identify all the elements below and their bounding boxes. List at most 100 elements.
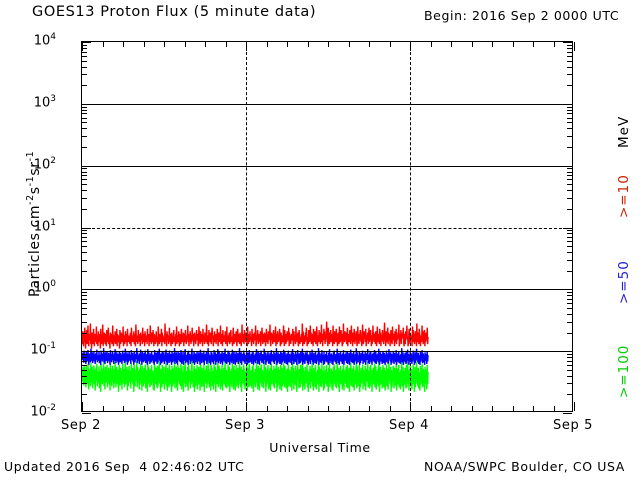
x-tick [410, 402, 411, 411]
y-tick [563, 413, 572, 414]
x-tick [430, 406, 432, 411]
x-tick [574, 42, 575, 51]
y-tick [567, 128, 572, 130]
y-tick [82, 357, 87, 359]
x-tick [82, 402, 83, 411]
y-tick [567, 109, 572, 111]
y-tick [82, 47, 87, 49]
x-tick [348, 42, 350, 47]
y-tick [82, 233, 87, 235]
x-tick [492, 406, 493, 411]
x-tick [328, 42, 329, 47]
y-tick [82, 168, 87, 170]
x-tick [266, 42, 268, 47]
y-tick [567, 60, 572, 62]
y-tick [567, 270, 572, 272]
x-tick [287, 42, 288, 47]
y-tick [82, 109, 87, 111]
y-tick [82, 295, 87, 297]
x-tick [492, 42, 493, 47]
legend-entry: >=100 [616, 344, 632, 398]
x-tick [553, 42, 555, 47]
x-tick [512, 42, 514, 47]
y-tick [82, 369, 87, 371]
x-tick [389, 406, 391, 411]
y-tick [567, 179, 572, 181]
x-tick [533, 406, 534, 411]
legend-entry: >=10 [616, 174, 632, 218]
x-tick-label: Sep 2 [61, 418, 101, 433]
y-tick [82, 237, 87, 239]
y-tick [567, 369, 572, 371]
y-tick [82, 103, 91, 105]
y-tick [567, 122, 572, 124]
y-tick [567, 233, 572, 235]
x-tick [143, 42, 145, 47]
y-tick [82, 383, 87, 385]
y-tick [567, 394, 572, 396]
y-tick [82, 122, 87, 124]
y-tick [82, 252, 87, 254]
y-tick [567, 55, 572, 57]
y-tick-label: 102 [33, 155, 56, 172]
x-tick [574, 402, 575, 411]
y-tick [82, 353, 87, 355]
y-tick [567, 303, 572, 305]
y-tick [82, 307, 87, 309]
y-tick-label: 10-1 [30, 341, 56, 358]
y-tick-label: 10-2 [30, 403, 56, 420]
y-tick [567, 295, 572, 297]
trace--50-mev [82, 348, 429, 365]
y-tick [82, 289, 91, 291]
y-tick [567, 51, 572, 53]
y-tick [567, 353, 572, 355]
trace--10-mev [82, 321, 429, 349]
y-tick [82, 332, 87, 334]
y-tick [567, 113, 572, 115]
y-tick [82, 74, 87, 76]
x-tick [225, 406, 227, 411]
y-tick [567, 208, 572, 210]
y-tick [82, 55, 87, 57]
y-tick [567, 246, 572, 248]
x-tick [184, 406, 186, 411]
credit-label: NOAA/SWPC Boulder, CO USA [424, 459, 625, 474]
x-tick [471, 42, 473, 47]
y-tick [82, 175, 87, 177]
y-tick [563, 165, 572, 167]
y-tick [82, 303, 87, 305]
x-tick [533, 42, 534, 47]
x-tick [369, 42, 370, 47]
x-tick [225, 42, 227, 47]
day-boundary-line [246, 42, 247, 411]
plot-inner [82, 42, 572, 411]
x-axis-label: Universal Time [269, 440, 371, 455]
y-tick [82, 241, 87, 243]
y-tick [567, 259, 572, 261]
y-tick [82, 128, 87, 130]
x-tick [451, 42, 452, 47]
y-tick [567, 184, 572, 186]
y-tick [82, 165, 91, 167]
y-tick [567, 307, 572, 309]
y-tick [567, 190, 572, 192]
x-tick [164, 42, 165, 47]
x-tick [307, 406, 309, 411]
x-tick [205, 406, 206, 411]
y-tick [567, 313, 572, 315]
y-tick [82, 147, 87, 149]
y-tick [82, 298, 87, 300]
x-tick [410, 42, 411, 51]
y-tick [567, 375, 572, 377]
legend-entry: MeV [616, 115, 632, 148]
y-tick [563, 351, 572, 353]
x-tick [102, 406, 104, 411]
y-tick [567, 85, 572, 87]
y-tick [567, 175, 572, 177]
x-tick [123, 42, 124, 47]
y-tick [567, 47, 572, 49]
y-tick [567, 136, 572, 138]
y-tick [82, 259, 87, 261]
y-tick [567, 321, 572, 323]
